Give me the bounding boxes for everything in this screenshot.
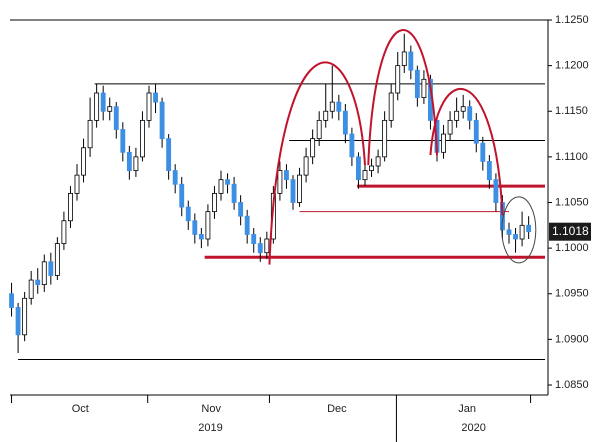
candle-body (94, 92, 100, 121)
candle-body (133, 156, 139, 171)
last-price-box (549, 222, 591, 241)
candle-body (107, 106, 113, 112)
candle-body (185, 206, 191, 222)
pattern-arc (367, 29, 438, 166)
candle-body (408, 51, 414, 71)
candle-body (336, 101, 342, 112)
candle-body (212, 192, 217, 213)
candle-body (310, 138, 316, 158)
candle-body (362, 170, 368, 181)
y-tick-label: 1.1250 (555, 14, 589, 26)
candle-body (349, 133, 355, 158)
month-label: Dec (327, 403, 347, 415)
y-tick-label: 1.0900 (555, 333, 589, 345)
candle-body (297, 174, 302, 203)
pattern-arc (429, 87, 504, 216)
candle-body (81, 147, 86, 176)
candle-body (303, 156, 309, 176)
candle-body (251, 234, 257, 244)
candle-body (120, 129, 126, 153)
candle-body (513, 234, 518, 240)
candle-body (486, 161, 492, 181)
y-tick-label: 1.0850 (555, 379, 589, 391)
candle-body (231, 183, 237, 203)
candle-body (382, 119, 388, 158)
candle-body (375, 156, 381, 167)
y-tick-label: 1.1050 (555, 196, 589, 208)
candle-body (9, 293, 14, 308)
candle-body (329, 101, 335, 112)
candle-body (493, 179, 499, 203)
candle-body (28, 279, 34, 299)
candle-body (218, 179, 224, 194)
candle-body (316, 119, 322, 140)
y-tick-label: 1.1150 (555, 105, 588, 117)
candle-body (264, 238, 270, 254)
candle-body (414, 69, 420, 98)
candle-body (22, 297, 28, 336)
candle-body (100, 92, 106, 112)
candle-body (526, 224, 532, 233)
candle-body (238, 202, 244, 217)
candle-body (519, 224, 525, 240)
y-tick-label: 1.1000 (555, 242, 589, 254)
candle-body (401, 51, 407, 67)
candle-body (480, 142, 486, 162)
y-tick-label: 1.0950 (555, 288, 589, 300)
candle-body (225, 179, 230, 185)
candle-body (205, 211, 211, 240)
candle-body (447, 119, 453, 135)
candle-body (87, 119, 93, 149)
candle-body (126, 151, 132, 171)
candle-body (41, 261, 47, 286)
candle-body (159, 101, 165, 140)
candle-body (369, 165, 374, 171)
year-label: 2019 (198, 422, 222, 434)
y-tick-label: 1.1200 (555, 60, 589, 72)
candle-body (54, 243, 60, 276)
candle-body (35, 279, 41, 286)
year-label: 2020 (461, 422, 485, 434)
y-tick-label: 1.1100 (555, 151, 588, 163)
candle-body (467, 106, 473, 121)
candle-body (198, 234, 204, 240)
candle-body (68, 192, 73, 222)
candle-body (140, 119, 145, 158)
candle-body (395, 65, 401, 94)
candle-body (460, 106, 466, 112)
month-label: Jan (458, 403, 476, 415)
candle-body (179, 183, 185, 208)
candle-body (506, 229, 512, 235)
month-label: Nov (201, 403, 221, 415)
candle-body (146, 92, 152, 121)
candle-body (356, 156, 361, 181)
candle-body (388, 92, 394, 121)
candle-body (192, 220, 198, 235)
candle-body (290, 179, 296, 203)
candle-body (257, 243, 263, 254)
candle-body (277, 170, 283, 194)
pattern-arc (268, 61, 366, 265)
candle-body (15, 307, 21, 336)
last-price-label: 1.1018 (552, 224, 589, 238)
candle-body (421, 78, 427, 98)
candle-body (166, 138, 172, 171)
candle-body (153, 92, 158, 103)
candle-body (454, 110, 460, 121)
candle-body (48, 261, 54, 276)
candle-body (473, 119, 479, 144)
candle-body (113, 106, 119, 130)
candle-body (441, 133, 446, 153)
candle-body (244, 215, 250, 235)
month-label: Oct (72, 403, 89, 415)
highlight-circle (501, 196, 537, 264)
candle-body (284, 170, 289, 181)
candle-body (172, 170, 178, 185)
candle-body (61, 220, 67, 244)
candle-body (323, 110, 329, 121)
candle-body (74, 174, 80, 194)
candle-body (342, 110, 348, 135)
